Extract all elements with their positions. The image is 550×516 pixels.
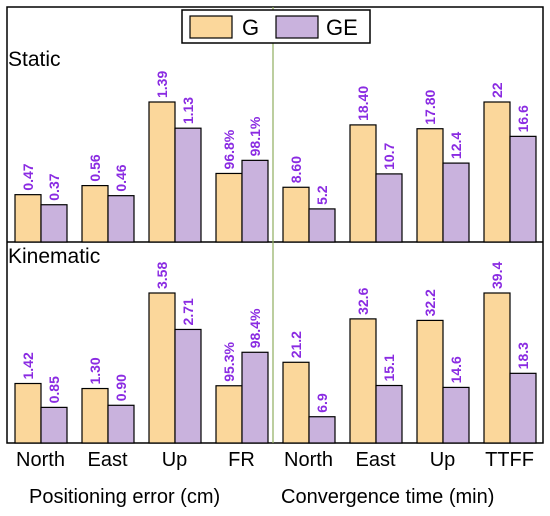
data-label-g-kinematic-4: 21.2 [288, 331, 304, 358]
data-label-g-static-5: 18.40 [355, 86, 371, 121]
bar-ge-static-4 [308, 208, 336, 243]
bar-ge-kinematic-5 [375, 384, 403, 444]
bar-g-kinematic-7 [483, 292, 511, 444]
bar-ge-kinematic-3 [241, 351, 269, 444]
bar-ge-kinematic-6 [442, 386, 470, 444]
bar-ge-static-6 [442, 162, 470, 243]
group-label-positioning: Positioning error (cm) [29, 486, 220, 508]
data-label-g-kinematic-0: 1.42 [20, 352, 36, 379]
bar-g-kinematic-6 [416, 319, 444, 444]
bar-g-kinematic-1 [81, 387, 109, 444]
data-label-g-kinematic-3: 95.3% [221, 342, 237, 382]
data-label-g-static-4: 8.60 [288, 156, 304, 183]
data-label-g-kinematic-2: 3.58 [154, 262, 170, 289]
bar-g-kinematic-2 [148, 292, 176, 444]
data-label-g-static-7: 22 [489, 82, 505, 98]
data-label-g-static-0: 0.47 [20, 163, 36, 190]
data-label-ge-static-0: 0.37 [46, 173, 62, 200]
bar-g-static-3 [215, 172, 243, 243]
bar-g-static-0 [14, 194, 42, 243]
legend-swatch-ge [275, 15, 319, 39]
legend-label-g: G [242, 15, 259, 40]
data-label-g-static-3: 96.8% [221, 129, 237, 169]
x-tick-label-7: TTFF [485, 449, 534, 471]
legend-label-ge: GE [326, 15, 358, 40]
bar-g-kinematic-0 [14, 382, 42, 444]
bar-ge-static-5 [375, 173, 403, 243]
data-label-ge-static-2: 1.13 [180, 97, 196, 124]
x-tick-label-0: North [16, 449, 65, 471]
x-tick-label-6: Up [430, 449, 456, 471]
panel-title-kinematic: Kinematic [8, 245, 100, 268]
x-tick-label-1: East [87, 449, 127, 471]
data-label-ge-kinematic-0: 0.85 [46, 376, 62, 403]
data-label-ge-kinematic-4: 6.9 [314, 393, 330, 413]
bar-g-kinematic-4 [282, 361, 310, 444]
bar-ge-static-1 [107, 195, 135, 243]
bar-ge-static-7 [509, 135, 537, 243]
bar-ge-static-0 [40, 204, 68, 243]
data-label-ge-kinematic-1: 0.90 [113, 374, 129, 401]
data-label-ge-static-4: 5.2 [314, 185, 330, 205]
x-tick-label-5: East [355, 449, 395, 471]
data-label-g-kinematic-1: 1.30 [87, 357, 103, 384]
data-label-g-kinematic-5: 32.6 [355, 287, 371, 314]
bar-g-static-4 [282, 186, 310, 243]
bar-ge-static-2 [174, 127, 202, 243]
x-tick-label-4: North [284, 449, 333, 471]
bar-g-static-5 [349, 124, 377, 243]
bar-ge-kinematic-7 [509, 372, 537, 444]
bar-ge-kinematic-2 [174, 328, 202, 444]
bar-g-kinematic-3 [215, 385, 243, 444]
group-label-convergence: Convergence time (min) [281, 486, 494, 508]
data-label-g-static-6: 17.80 [422, 89, 438, 124]
data-label-ge-kinematic-2: 2.71 [180, 298, 196, 325]
data-label-ge-static-1: 0.46 [113, 164, 129, 191]
legend-swatch-g [189, 15, 233, 39]
data-label-ge-kinematic-7: 18.3 [515, 342, 531, 369]
data-label-ge-kinematic-6: 14.6 [448, 356, 464, 383]
data-label-g-kinematic-7: 39.4 [489, 262, 505, 289]
data-label-ge-static-5: 10.7 [381, 142, 397, 169]
bar-g-static-6 [416, 128, 444, 243]
data-label-g-static-1: 0.56 [87, 154, 103, 181]
tick-labels: North East Up FR North East Up TTFF [16, 449, 534, 471]
data-label-g-kinematic-6: 32.2 [422, 289, 438, 316]
data-label-g-static-2: 1.39 [154, 71, 170, 98]
data-label-ge-kinematic-3: 98.4% [247, 308, 263, 348]
data-label-ge-static-7: 16.6 [515, 105, 531, 132]
bar-g-kinematic-5 [349, 318, 377, 444]
plot-frame [6, 6, 544, 444]
data-label-ge-static-3: 98.1% [247, 116, 263, 156]
legend: G GE [181, 9, 371, 44]
x-tick-label-2: Up [162, 449, 188, 471]
data-label-ge-kinematic-5: 15.1 [381, 354, 397, 381]
bar-g-static-7 [483, 101, 511, 243]
bar-g-static-2 [148, 101, 176, 243]
data-label-ge-static-6: 12.4 [448, 132, 464, 159]
panel-title-static: Static [8, 48, 61, 71]
x-tick-label-3: FR [228, 449, 255, 471]
bar-g-static-1 [81, 184, 109, 243]
bar-ge-kinematic-0 [40, 406, 68, 444]
bars-layer: 0.47 0.37 0.56 0.46 1.39 1.13 96.8% 98.1% 8.60 5.… [14, 71, 537, 444]
bar-ge-kinematic-1 [107, 404, 135, 444]
bar-ge-kinematic-4 [308, 416, 336, 444]
bar-ge-static-3 [241, 159, 269, 243]
